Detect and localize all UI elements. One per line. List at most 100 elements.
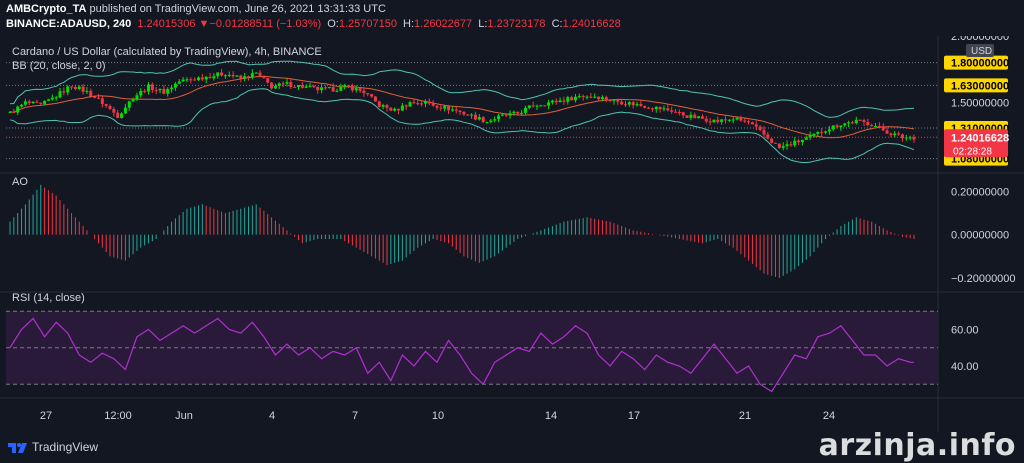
rsi-tick-label: 60.00 xyxy=(951,324,979,336)
candle xyxy=(16,106,20,113)
candle xyxy=(450,109,454,111)
candle xyxy=(89,90,93,97)
candle xyxy=(239,75,243,79)
author-name[interactable]: AMBCrypto_TA xyxy=(6,3,87,15)
level-label-box xyxy=(944,78,1008,93)
candle xyxy=(473,114,477,120)
candle xyxy=(762,129,766,135)
candle xyxy=(277,83,281,86)
candle xyxy=(50,97,54,100)
candle xyxy=(581,96,585,98)
candle xyxy=(466,114,470,116)
candle xyxy=(189,79,193,81)
candle xyxy=(227,74,231,76)
candle xyxy=(58,91,62,98)
candle xyxy=(797,140,801,143)
chart-title: Cardano / US Dollar (calculated by Tradi… xyxy=(12,46,322,58)
rsi-tick-label: 40.00 xyxy=(951,361,979,373)
candle xyxy=(85,90,89,92)
candle xyxy=(793,140,797,146)
candle xyxy=(620,101,624,105)
candle xyxy=(870,125,874,127)
candle xyxy=(585,96,589,98)
candle xyxy=(885,130,889,134)
candle xyxy=(612,99,616,101)
candle xyxy=(743,120,747,122)
candle xyxy=(712,119,716,123)
candle xyxy=(131,99,135,102)
candle xyxy=(889,133,893,136)
candle xyxy=(635,104,639,106)
candle xyxy=(247,76,251,78)
candle xyxy=(31,101,35,104)
time-tick-label: 4 xyxy=(269,410,275,422)
candle xyxy=(354,88,358,91)
candle xyxy=(443,105,447,109)
candle xyxy=(693,114,697,119)
candle xyxy=(604,97,608,101)
candle xyxy=(420,103,424,105)
candle xyxy=(774,142,778,144)
candle xyxy=(308,86,312,88)
candle xyxy=(112,108,116,113)
candle xyxy=(462,111,466,115)
candle xyxy=(216,72,220,77)
candle xyxy=(512,111,516,114)
candle xyxy=(70,86,74,88)
candle xyxy=(523,107,527,113)
candle xyxy=(800,139,804,143)
candle xyxy=(781,146,785,148)
candle xyxy=(297,85,301,88)
time-tick-label: 7 xyxy=(352,410,358,422)
tradingview-brand[interactable]: TradingView xyxy=(32,440,99,454)
candle xyxy=(850,122,854,124)
candle xyxy=(785,144,789,147)
candle xyxy=(408,102,412,107)
candle xyxy=(100,98,104,104)
candle xyxy=(520,112,524,114)
footer: TradingView arzinja.info xyxy=(0,428,1024,463)
candle xyxy=(477,117,481,120)
candle xyxy=(697,116,701,119)
time-tick-label: 21 xyxy=(739,410,751,422)
candle xyxy=(643,105,647,108)
candle xyxy=(681,112,685,116)
candle xyxy=(96,97,100,99)
candle xyxy=(754,124,758,127)
candle xyxy=(500,114,504,116)
candle xyxy=(366,93,370,95)
candle xyxy=(20,104,24,107)
candle xyxy=(331,87,335,92)
candle xyxy=(531,105,535,107)
candle xyxy=(39,102,43,104)
candle xyxy=(485,121,489,123)
candle xyxy=(816,131,820,134)
candle xyxy=(266,78,270,83)
candle xyxy=(404,105,408,107)
chart-area[interactable]: Cardano / US Dollar (calculated by Tradi… xyxy=(0,36,1024,432)
candle xyxy=(377,101,381,107)
candle xyxy=(223,75,227,77)
candle xyxy=(493,119,497,121)
candle xyxy=(258,72,262,76)
candle xyxy=(185,79,189,81)
candle xyxy=(700,116,704,119)
ao-tick-label: −0.20000000 xyxy=(951,273,1016,285)
high-value: 1.26022677 xyxy=(414,18,473,30)
tradingview-logo-icon[interactable] xyxy=(8,441,28,453)
candle xyxy=(316,86,320,91)
candle xyxy=(627,102,631,105)
bb-indicator-label: BB (20, close, 2, 0) xyxy=(12,60,106,72)
candle xyxy=(735,117,739,120)
candle xyxy=(893,133,897,136)
candle xyxy=(431,103,435,106)
candle xyxy=(835,125,839,128)
candle xyxy=(827,129,831,132)
candle xyxy=(750,122,754,125)
candle xyxy=(647,107,651,109)
candle xyxy=(381,105,385,107)
symbol-label[interactable]: BINANCE:ADAUSD, 240 xyxy=(6,18,132,30)
candle xyxy=(593,96,597,98)
candle xyxy=(235,75,239,77)
candle xyxy=(508,113,512,116)
